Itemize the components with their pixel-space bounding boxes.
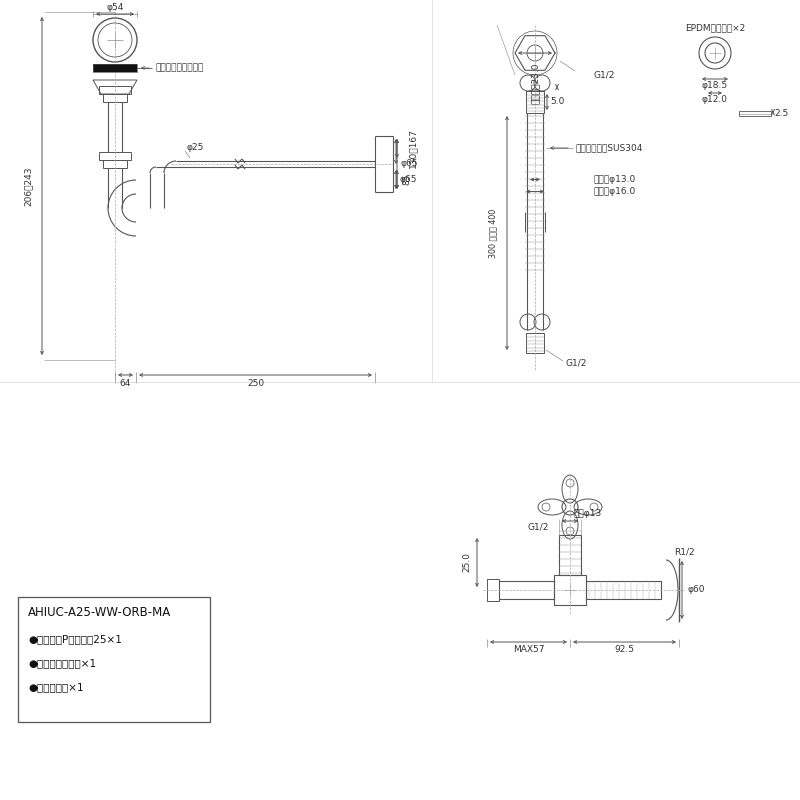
Bar <box>559 535 581 575</box>
Text: R1/2: R1/2 <box>674 547 694 557</box>
Bar <box>499 581 554 599</box>
Bar <box>99 86 131 94</box>
Text: 5.0: 5.0 <box>550 98 564 106</box>
Bar <box>526 91 544 113</box>
Text: フレキパイプSUS304: フレキパイプSUS304 <box>576 143 643 153</box>
Text: 内径φ13: 内径φ13 <box>574 509 602 518</box>
Text: MAX57: MAX57 <box>513 646 544 654</box>
Text: 130～167: 130～167 <box>409 129 418 169</box>
Text: 64: 64 <box>120 379 131 389</box>
Bar <box>103 94 127 102</box>
Bar <box>99 152 131 160</box>
Text: 250: 250 <box>247 379 264 389</box>
Bar <box>18 597 210 722</box>
Bar <box>586 581 661 599</box>
Text: φ25: φ25 <box>186 142 204 151</box>
Bar <box>93 64 137 72</box>
Text: φ18.5: φ18.5 <box>702 82 728 90</box>
Text: φ54: φ54 <box>106 3 124 13</box>
Text: 山外径φ16.0: 山外径φ16.0 <box>593 187 635 196</box>
Text: G1/2: G1/2 <box>593 70 614 79</box>
Bar <box>103 160 127 168</box>
Text: φ65: φ65 <box>400 159 418 169</box>
Text: ●給水ホース×1: ●給水ホース×1 <box>28 682 84 692</box>
Text: ●アングル止水栓×1: ●アングル止水栓×1 <box>28 658 96 668</box>
Text: G1/2: G1/2 <box>565 358 586 367</box>
Bar <box>554 575 586 605</box>
Text: 谷外径φ13.0: 谷外径φ13.0 <box>593 175 635 184</box>
Text: 92.5: 92.5 <box>614 646 634 654</box>
Text: 高性能ネオスポンジ: 高性能ネオスポンジ <box>155 63 203 73</box>
Text: 300 または 400: 300 または 400 <box>489 208 498 258</box>
Text: 六角対辺23.0: 六角対辺23.0 <box>530 62 539 104</box>
Text: φ60: φ60 <box>687 586 705 594</box>
Text: 25.0: 25.0 <box>462 553 471 573</box>
Bar <box>739 111 771 116</box>
Text: φ65: φ65 <box>399 175 417 184</box>
Text: 85: 85 <box>402 174 411 186</box>
Text: 206～243: 206～243 <box>23 166 33 206</box>
Text: AHIUC-A25-WW-ORB-MA: AHIUC-A25-WW-ORB-MA <box>28 606 171 619</box>
Text: φ12.0: φ12.0 <box>702 95 728 105</box>
Bar <box>487 579 499 601</box>
Bar <box>526 333 544 353</box>
Text: G1/2: G1/2 <box>527 522 549 531</box>
Bar <box>93 64 137 72</box>
Text: 2.5: 2.5 <box>774 109 788 118</box>
Text: ●丸鉢付きPトラップ25×1: ●丸鉢付きPトラップ25×1 <box>28 634 122 644</box>
Text: EPDMパッキン×2: EPDMパッキン×2 <box>685 23 745 33</box>
